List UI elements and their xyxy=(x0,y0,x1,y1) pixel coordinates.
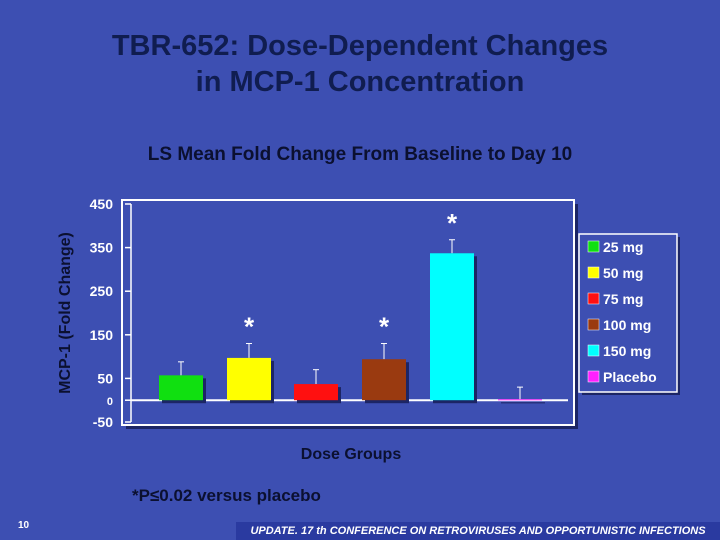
legend-label: 25 mg xyxy=(603,239,643,255)
legend-swatch xyxy=(587,318,600,331)
y-tick-label: 450 xyxy=(90,196,114,212)
chart-title: LS Mean Fold Change From Baseline to Day… xyxy=(147,144,573,165)
page-number: 10 xyxy=(18,520,30,531)
significance-marker: * xyxy=(379,312,390,342)
legend xyxy=(578,233,678,393)
bar-25-mg xyxy=(159,375,203,401)
legend-swatch xyxy=(587,240,600,253)
significance-marker: * xyxy=(447,208,458,238)
bar-100-mg xyxy=(362,359,406,401)
legend-label: 75 mg xyxy=(603,291,643,307)
title-line-1: TBR-652: Dose-Dependent Changes xyxy=(111,30,609,62)
bar-placebo xyxy=(498,399,542,401)
legend-swatch xyxy=(587,344,600,357)
footnote: *P≤0.02 versus placebo xyxy=(132,486,321,505)
x-axis-label: Dose Groups xyxy=(301,446,402,463)
y-tick-label: 50 xyxy=(97,370,113,386)
legend-label: 50 mg xyxy=(603,265,643,281)
legend-swatch xyxy=(587,266,600,279)
legend-label: 100 mg xyxy=(603,317,651,333)
legend-label: Placebo xyxy=(603,369,657,385)
legend-swatch xyxy=(587,292,600,305)
slide-title: TBR-652: Dose-Dependent Changes in MCP-1… xyxy=(0,28,720,100)
conference-banner: UPDATE. 17 th CONFERENCE ON RETROVIRUSES… xyxy=(236,522,720,540)
y-tick-label: 350 xyxy=(90,240,114,256)
bar-150-mg xyxy=(430,253,474,401)
bar-50-mg xyxy=(227,357,271,401)
y-tick-label: -50 xyxy=(93,414,113,430)
y-tick-label: 0 xyxy=(107,396,113,408)
y-tick-label: 150 xyxy=(90,327,114,343)
significance-marker: * xyxy=(244,312,255,342)
bar-shadow xyxy=(501,402,545,404)
y-axis-label: MCP-1 (Fold Change) xyxy=(57,232,74,394)
legend-swatch xyxy=(587,370,600,383)
bar-75-mg xyxy=(294,384,338,401)
title-line-2: in MCP-1 Concentration xyxy=(195,66,525,98)
y-tick-label: 250 xyxy=(90,283,114,299)
legend-label: 150 mg xyxy=(603,343,651,359)
